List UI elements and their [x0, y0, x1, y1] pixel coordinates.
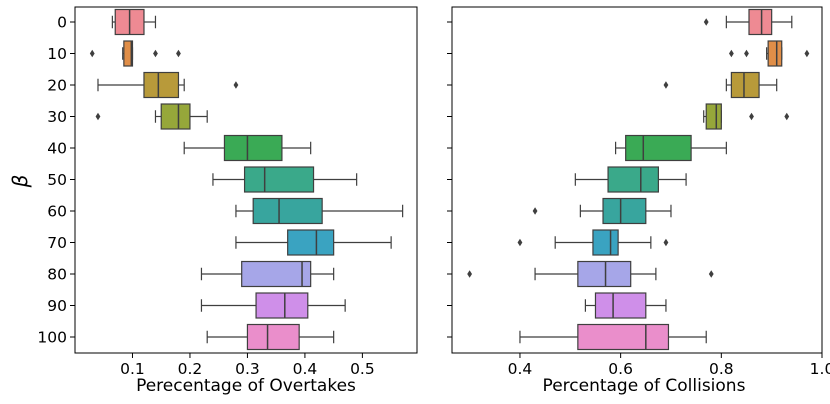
- overtakes-box-beta-100: [206, 323, 335, 351]
- iqr-box: [243, 166, 315, 193]
- collisions-box-beta-100: [519, 323, 707, 351]
- iqr-box: [287, 229, 335, 256]
- beta-y-tick-label: 70: [47, 234, 67, 252]
- outlier-marker: [95, 112, 101, 121]
- iqr-box: [625, 134, 692, 162]
- collisions-box-beta-10: [728, 40, 810, 67]
- collisions-x-tick-label: 0.4: [508, 360, 533, 378]
- overtakes-box-beta-50: [212, 166, 358, 193]
- beta-y-tick-label: 90: [47, 297, 67, 315]
- iqr-box: [143, 71, 180, 99]
- overtakes-box-beta-10: [89, 40, 181, 67]
- outlier-marker: [804, 49, 810, 58]
- iqr-box: [160, 103, 191, 130]
- beta-y-tick-label: 80: [47, 266, 67, 284]
- beta-y-tick-label: 20: [47, 77, 67, 95]
- outlier-marker: [467, 270, 473, 278]
- outlier-marker: [744, 49, 749, 58]
- outlier-marker: [708, 270, 714, 278]
- collisions-x-tick-label: 1.0: [810, 360, 830, 378]
- beta-y-tick-label: 40: [47, 140, 67, 158]
- iqr-box: [705, 103, 722, 130]
- collisions-boxes: [467, 8, 810, 351]
- outlier-marker: [728, 49, 734, 58]
- iqr-box: [577, 260, 632, 288]
- overtakes-box-beta-80: [200, 260, 335, 288]
- beta-y-tick-label: 30: [47, 108, 67, 126]
- outlier-marker: [784, 112, 790, 121]
- outlier-marker: [532, 207, 538, 215]
- outlier-marker: [89, 49, 95, 58]
- iqr-box: [594, 292, 647, 319]
- overtakes-x-tick-label: 0.2: [178, 360, 203, 378]
- overtakes-x-tick-label: 0.3: [235, 360, 260, 378]
- outlier-marker: [233, 81, 239, 89]
- overtakes-boxplot-panel: 0 10 20 30 40 50 60 70 80 90 100 0.1 0.2 0.3 0.4 0.5 P…: [8, 6, 418, 396]
- iqr-box: [730, 71, 760, 99]
- beta-y-tick-label: 50: [47, 171, 67, 189]
- beta-y-tick-label: 10: [47, 45, 67, 63]
- outlier-marker: [749, 112, 754, 121]
- overtakes-x-axis-label: Perecentage of Overtakes: [136, 376, 356, 396]
- outlier-marker: [176, 49, 181, 58]
- iqr-box: [602, 197, 647, 225]
- collisions-x-axis-label: Percentage of Collisions: [543, 376, 746, 396]
- iqr-box: [255, 292, 309, 319]
- collisions-x-tick-label: 0.8: [709, 360, 734, 378]
- collisions-box-beta-50: [574, 166, 687, 193]
- overtakes-x-tick-label: 0.5: [350, 360, 375, 378]
- outlier-marker: [703, 18, 709, 26]
- collisions-box-beta-30: [703, 103, 790, 130]
- overtakes-x-tick-label: 0.4: [293, 360, 318, 378]
- collisions-x-axis: 0.4 0.6 0.8 1.0: [447, 21, 830, 378]
- beta-y-tick-label: 100: [37, 329, 67, 347]
- beta-y-axis-label: β: [8, 174, 32, 188]
- collisions-box-beta-40: [615, 134, 727, 162]
- iqr-box: [223, 134, 283, 162]
- collisions-box-beta-80: [467, 260, 714, 288]
- outlier-marker: [663, 81, 669, 89]
- iqr-box: [246, 323, 300, 351]
- collisions-x-tick-label: 0.6: [608, 360, 633, 378]
- iqr-box: [607, 166, 659, 193]
- collisions-box-beta-70: [517, 229, 669, 256]
- overtakes-box-beta-70: [235, 229, 392, 256]
- outlier-marker: [153, 49, 158, 58]
- collisions-box-beta-60: [532, 197, 672, 225]
- iqr-box: [252, 197, 323, 225]
- overtakes-y-tick-labels: 0 10 20 30 40 50 60 70 80 90 100: [37, 14, 75, 347]
- collisions-box-beta-90: [584, 292, 667, 319]
- iqr-box: [748, 8, 773, 36]
- collisions-box-beta-0: [703, 8, 793, 36]
- iqr-box: [592, 229, 619, 256]
- overtakes-box-beta-30: [95, 103, 208, 130]
- iqr-box: [123, 40, 134, 67]
- overtakes-box-beta-20: [97, 71, 239, 99]
- iqr-box: [577, 323, 670, 351]
- overtakes-box-beta-90: [200, 292, 346, 319]
- overtakes-box-beta-60: [235, 197, 404, 225]
- beta-y-tick-label: 60: [47, 203, 67, 221]
- overtakes-x-tick-label: 0.1: [120, 360, 145, 378]
- collisions-box-beta-20: [663, 71, 778, 99]
- overtakes-box-beta-0: [111, 8, 157, 36]
- overtakes-box-beta-40: [183, 134, 312, 162]
- outlier-marker: [517, 238, 523, 247]
- iqr-box: [241, 260, 312, 288]
- outlier-marker: [663, 238, 669, 247]
- collisions-boxplot-panel: 0.4 0.6 0.8 1.0 Percentage of Collisions: [447, 6, 830, 396]
- iqr-box: [767, 40, 783, 67]
- overtakes-boxes: [89, 8, 404, 351]
- beta-y-tick-label: 0: [57, 14, 67, 32]
- overtakes-x-axis: 0.1 0.2 0.3 0.4 0.5: [120, 353, 375, 378]
